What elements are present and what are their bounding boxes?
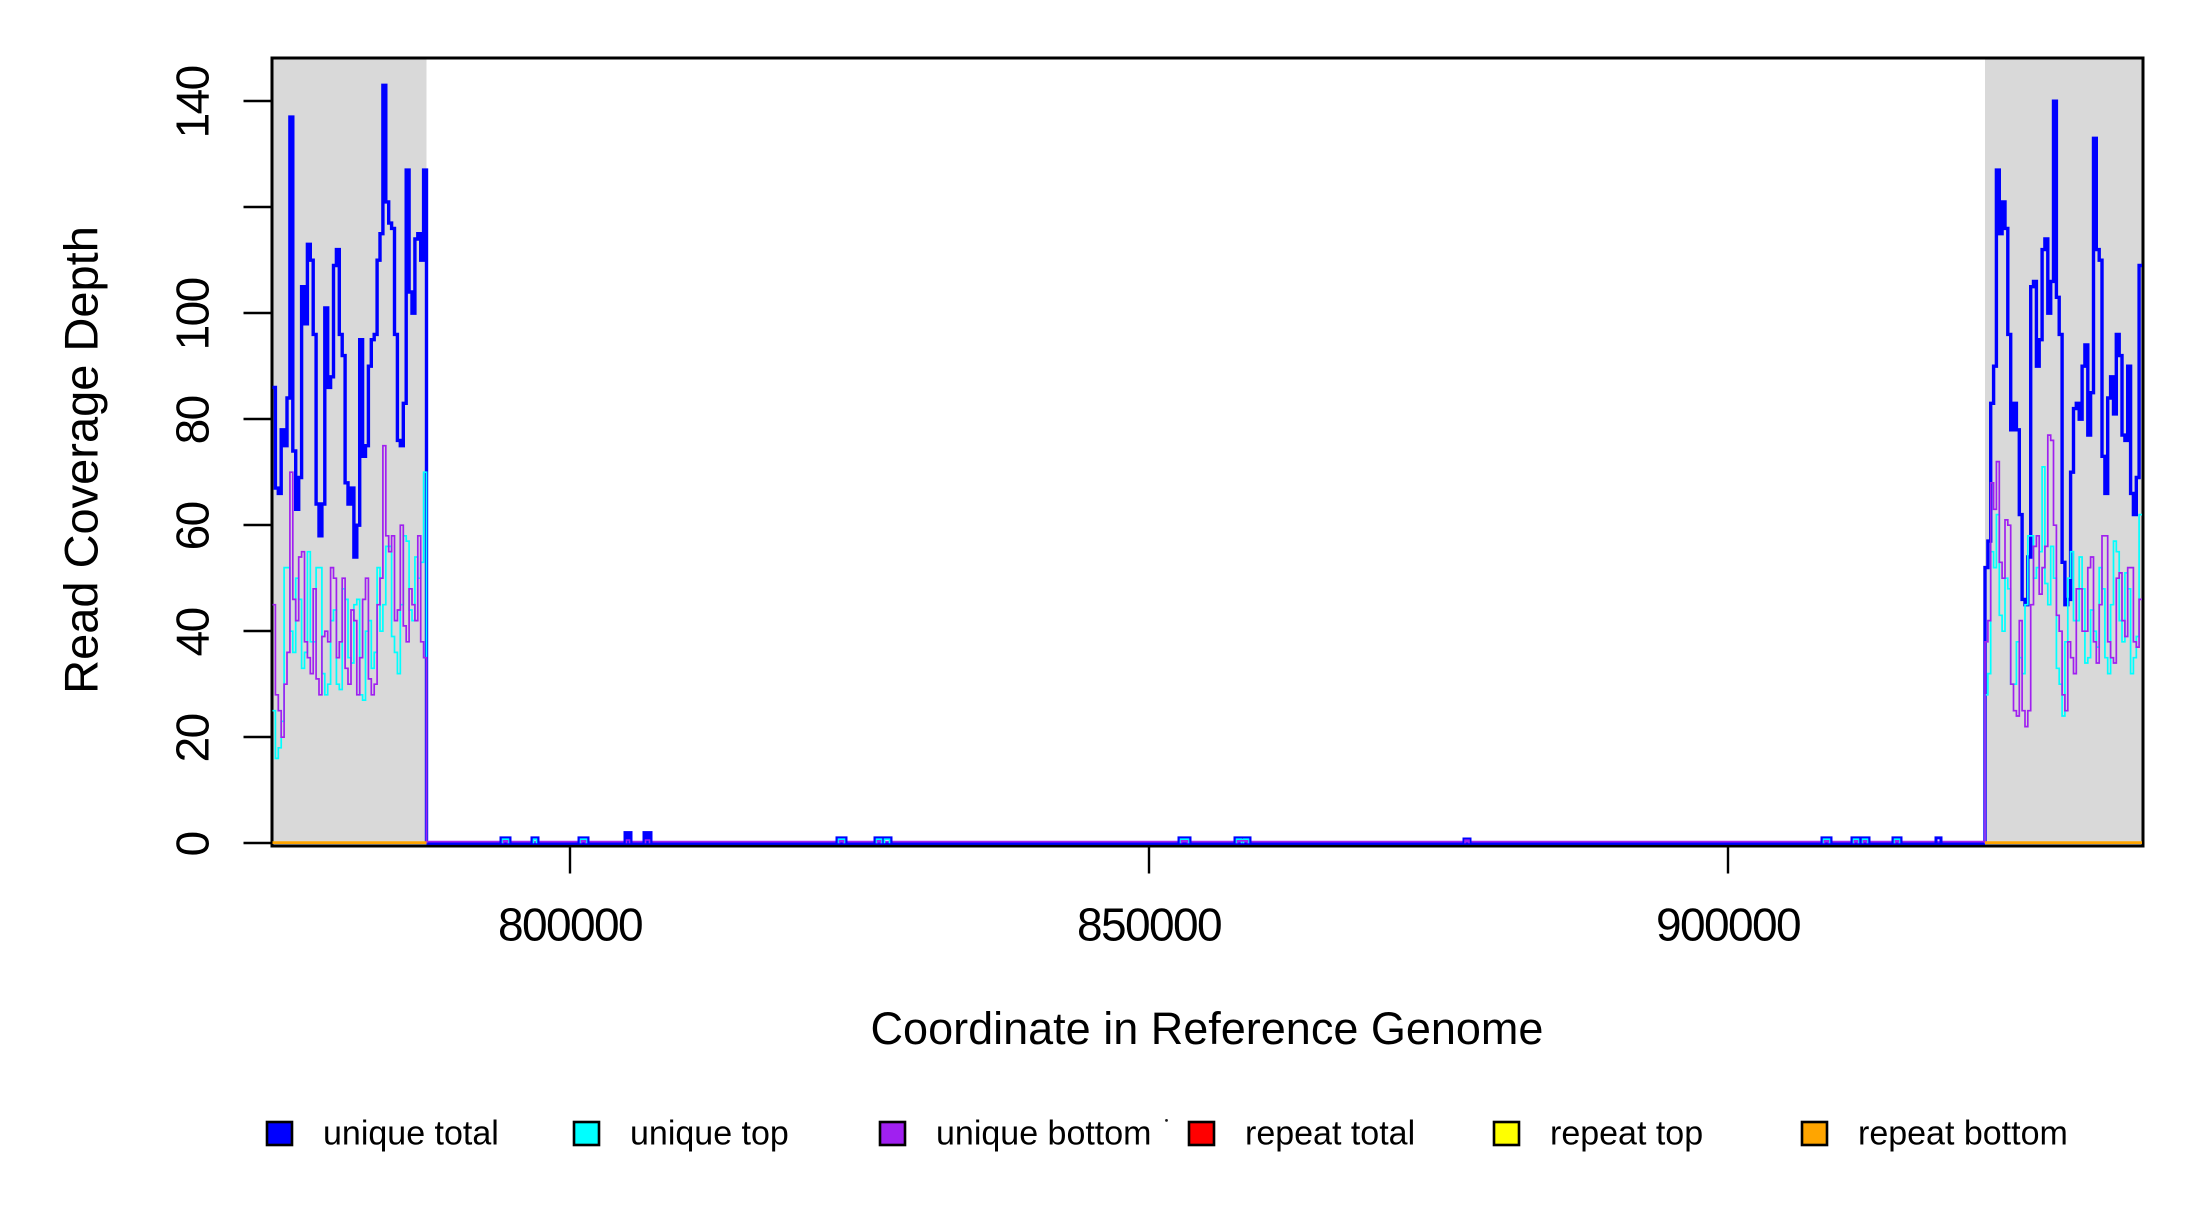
svg-text:60: 60 (167, 502, 219, 550)
svg-text:Coordinate in Reference Genome: Coordinate in Reference Genome (871, 1003, 1544, 1054)
svg-text:100: 100 (167, 278, 219, 350)
svg-text:repeat bottom: repeat bottom (1858, 1115, 2068, 1153)
svg-text:800000: 800000 (498, 899, 642, 951)
svg-text:900000: 900000 (1656, 899, 1800, 951)
svg-text:unique bottom: unique bottom (936, 1115, 1152, 1153)
svg-text:repeat total: repeat total (1245, 1115, 1415, 1153)
svg-text:20: 20 (167, 714, 219, 762)
svg-text:40: 40 (167, 608, 219, 656)
svg-text:80: 80 (167, 396, 219, 444)
svg-text:0: 0 (167, 832, 219, 856)
svg-text:140: 140 (167, 66, 219, 138)
svg-text:850000: 850000 (1077, 899, 1221, 951)
svg-text:unique total: unique total (323, 1115, 499, 1153)
svg-text:unique top: unique top (630, 1115, 789, 1153)
svg-text:repeat top: repeat top (1550, 1115, 1703, 1153)
svg-text:Read Coverage Depth: Read Coverage Depth (55, 226, 108, 694)
